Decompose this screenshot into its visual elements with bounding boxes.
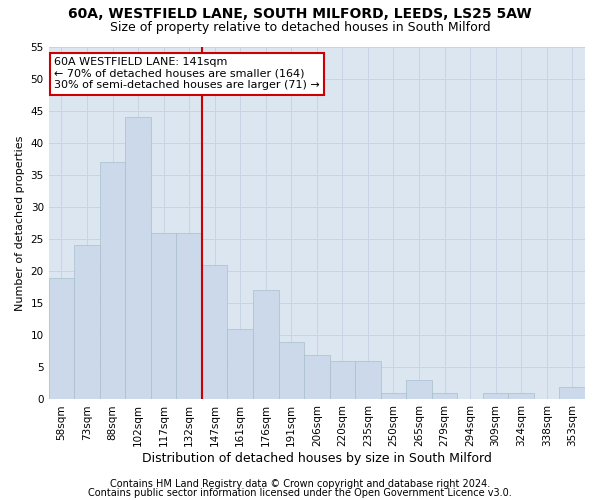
Bar [74,246,100,400]
Bar [100,162,125,400]
Text: 60A, WESTFIELD LANE, SOUTH MILFORD, LEEDS, LS25 5AW: 60A, WESTFIELD LANE, SOUTH MILFORD, LEED… [68,8,532,22]
Text: 60A WESTFIELD LANE: 141sqm
← 70% of detached houses are smaller (164)
30% of sem: 60A WESTFIELD LANE: 141sqm ← 70% of deta… [54,57,320,90]
Bar [355,361,380,400]
Bar [432,393,457,400]
Bar [176,232,202,400]
Bar [406,380,432,400]
Bar [253,290,278,400]
Bar [202,264,227,400]
Bar [151,232,176,400]
Bar [508,393,534,400]
Bar [278,342,304,400]
Bar [559,386,585,400]
Bar [329,361,355,400]
Bar [49,278,74,400]
Text: Contains HM Land Registry data © Crown copyright and database right 2024.: Contains HM Land Registry data © Crown c… [110,479,490,489]
X-axis label: Distribution of detached houses by size in South Milford: Distribution of detached houses by size … [142,452,492,465]
Bar [483,393,508,400]
Bar [227,329,253,400]
Bar [380,393,406,400]
Bar [125,117,151,400]
Text: Size of property relative to detached houses in South Milford: Size of property relative to detached ho… [110,21,490,34]
Bar [304,354,329,400]
Text: Contains public sector information licensed under the Open Government Licence v3: Contains public sector information licen… [88,488,512,498]
Y-axis label: Number of detached properties: Number of detached properties [15,136,25,310]
